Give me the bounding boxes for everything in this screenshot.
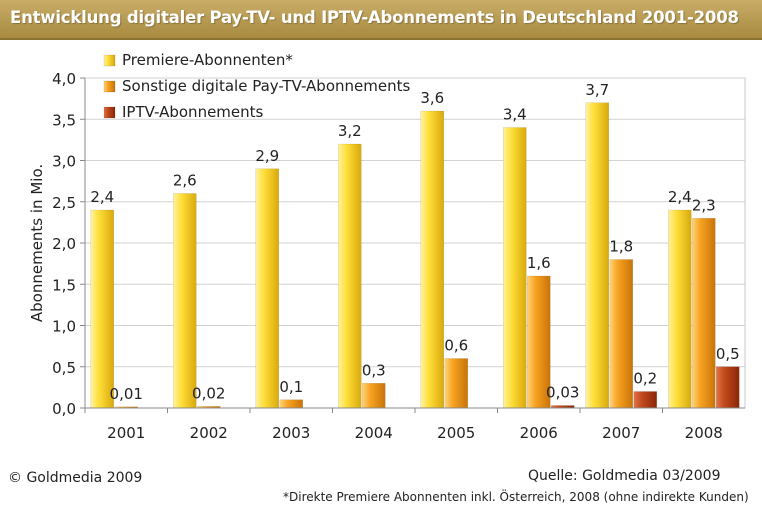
legend-swatch-1	[103, 54, 116, 67]
x-tick-label: 2006	[520, 424, 558, 442]
data-label: 2,4	[668, 188, 692, 206]
x-tick-label: 2005	[437, 424, 475, 442]
x-tick-label: 2001	[107, 424, 145, 442]
y-tick-label: 2,5	[52, 194, 76, 212]
title-bar: Entwicklung digitaler Pay-TV- und IPTV-A…	[0, 0, 762, 40]
data-label: 2,9	[255, 147, 279, 165]
bar-3-2007	[633, 391, 657, 409]
data-label: 0,01	[110, 385, 143, 403]
x-tick-label: 2002	[190, 424, 228, 442]
data-label: 0,6	[444, 337, 468, 355]
y-axis-title: Abonnements in Mio.	[28, 164, 46, 322]
data-label: 2,6	[173, 172, 197, 190]
bar-1-2002	[173, 193, 197, 409]
legend-label-2: Sonstige digitale Pay-TV-Abonnements	[122, 77, 410, 95]
x-tick-label: 2004	[355, 424, 393, 442]
y-tick-label: 2,0	[52, 235, 76, 253]
bar-2-2004	[362, 383, 386, 409]
legend-swatch-2	[103, 80, 116, 93]
data-label: 3,4	[503, 106, 527, 124]
y-tick-label: 4,0	[52, 70, 76, 88]
bar-1-2007	[585, 102, 609, 409]
y-tick-label: 3,5	[52, 111, 76, 129]
data-label: 0,3	[362, 361, 386, 379]
y-tick-label: 0,5	[52, 359, 76, 377]
bar-2-2007	[609, 259, 633, 409]
data-label: 0,5	[716, 345, 740, 363]
data-label: 3,7	[585, 81, 609, 99]
bar-1-2003	[255, 168, 279, 409]
data-label: 3,2	[338, 122, 362, 140]
bar-1-2008	[668, 209, 692, 409]
y-tick-label: 3,0	[52, 153, 76, 171]
footnote-text: *Direkte Premiere Abonnenten inkl. Öster…	[283, 490, 749, 504]
legend-swatch-3	[103, 106, 116, 119]
legend-label-3: IPTV-Abonnements	[122, 103, 264, 121]
bar-1-2006	[503, 127, 527, 409]
source-text: Quelle: Goldmedia 03/2009	[528, 468, 721, 484]
bar-2-2008	[692, 218, 716, 409]
data-label: 1,6	[527, 254, 551, 272]
legend-label-1: Premiere-Abonnenten*	[122, 51, 293, 69]
data-label: 0,02	[192, 384, 225, 402]
bar-2-2003	[279, 399, 303, 409]
data-label: 1,8	[609, 238, 633, 256]
bar-1-2004	[338, 143, 362, 409]
data-label: 3,6	[420, 89, 444, 107]
bar-3-2008	[716, 366, 740, 409]
chart-title: Entwicklung digitaler Pay-TV- und IPTV-A…	[10, 8, 739, 27]
data-label: 0,03	[546, 384, 579, 402]
copyright-text: © Goldmedia 2009	[8, 470, 143, 486]
data-label: 0,2	[633, 370, 657, 388]
y-tick-label: 1,0	[52, 318, 76, 336]
bar-2-2005	[444, 358, 468, 409]
bar-1-2001	[90, 209, 114, 409]
data-label: 0,1	[279, 378, 303, 396]
x-tick-label: 2007	[602, 424, 640, 442]
y-tick-label: 1,5	[52, 276, 76, 294]
x-tick-label: 2008	[685, 424, 723, 442]
data-label: 2,3	[692, 196, 716, 214]
bar-1-2005	[420, 110, 444, 409]
x-tick-label: 2003	[272, 424, 310, 442]
y-tick-label: 0,0	[52, 400, 76, 418]
data-label: 2,4	[90, 188, 114, 206]
bar-chart: 0,0 0,5 1,0 1,5 2,0 2,5 3,0 3,5 4,0 Abonnements i…	[28, 51, 746, 442]
